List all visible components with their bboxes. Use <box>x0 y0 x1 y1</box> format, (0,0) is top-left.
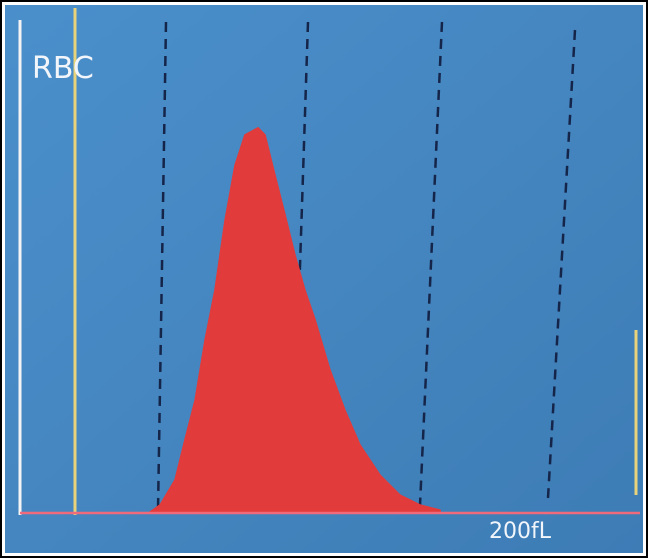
screen: RBC 200fL <box>0 0 648 558</box>
chart-title: RBC <box>32 51 94 86</box>
page: {"chart_data": {"type": "area", "title":… <box>0 0 648 558</box>
x-axis-label: 200fL <box>489 519 552 544</box>
